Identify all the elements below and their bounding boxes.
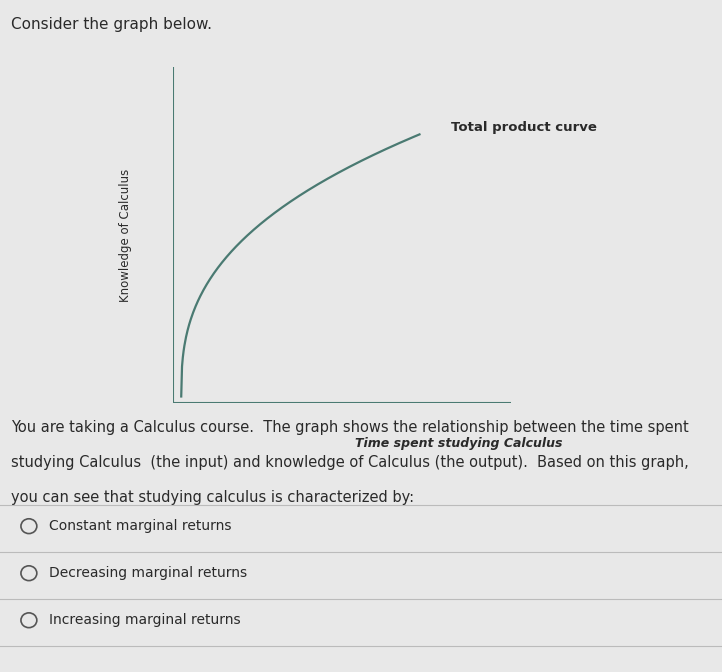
Text: You are taking a Calculus course.  The graph shows the relationship between the : You are taking a Calculus course. The gr… bbox=[11, 420, 689, 435]
Text: Constant marginal returns: Constant marginal returns bbox=[49, 519, 232, 533]
Text: Consider the graph below.: Consider the graph below. bbox=[11, 17, 212, 32]
Text: Total product curve: Total product curve bbox=[451, 121, 597, 134]
Text: you can see that studying calculus is characterized by:: you can see that studying calculus is ch… bbox=[11, 490, 414, 505]
Text: Knowledge of Calculus: Knowledge of Calculus bbox=[119, 169, 132, 302]
Text: studying Calculus  (the input) and knowledge of Calculus (the output).  Based on: studying Calculus (the input) and knowle… bbox=[11, 455, 689, 470]
Text: Decreasing marginal returns: Decreasing marginal returns bbox=[49, 566, 247, 580]
Text: Time spent studying Calculus: Time spent studying Calculus bbox=[355, 437, 563, 450]
Text: Increasing marginal returns: Increasing marginal returns bbox=[49, 614, 240, 627]
